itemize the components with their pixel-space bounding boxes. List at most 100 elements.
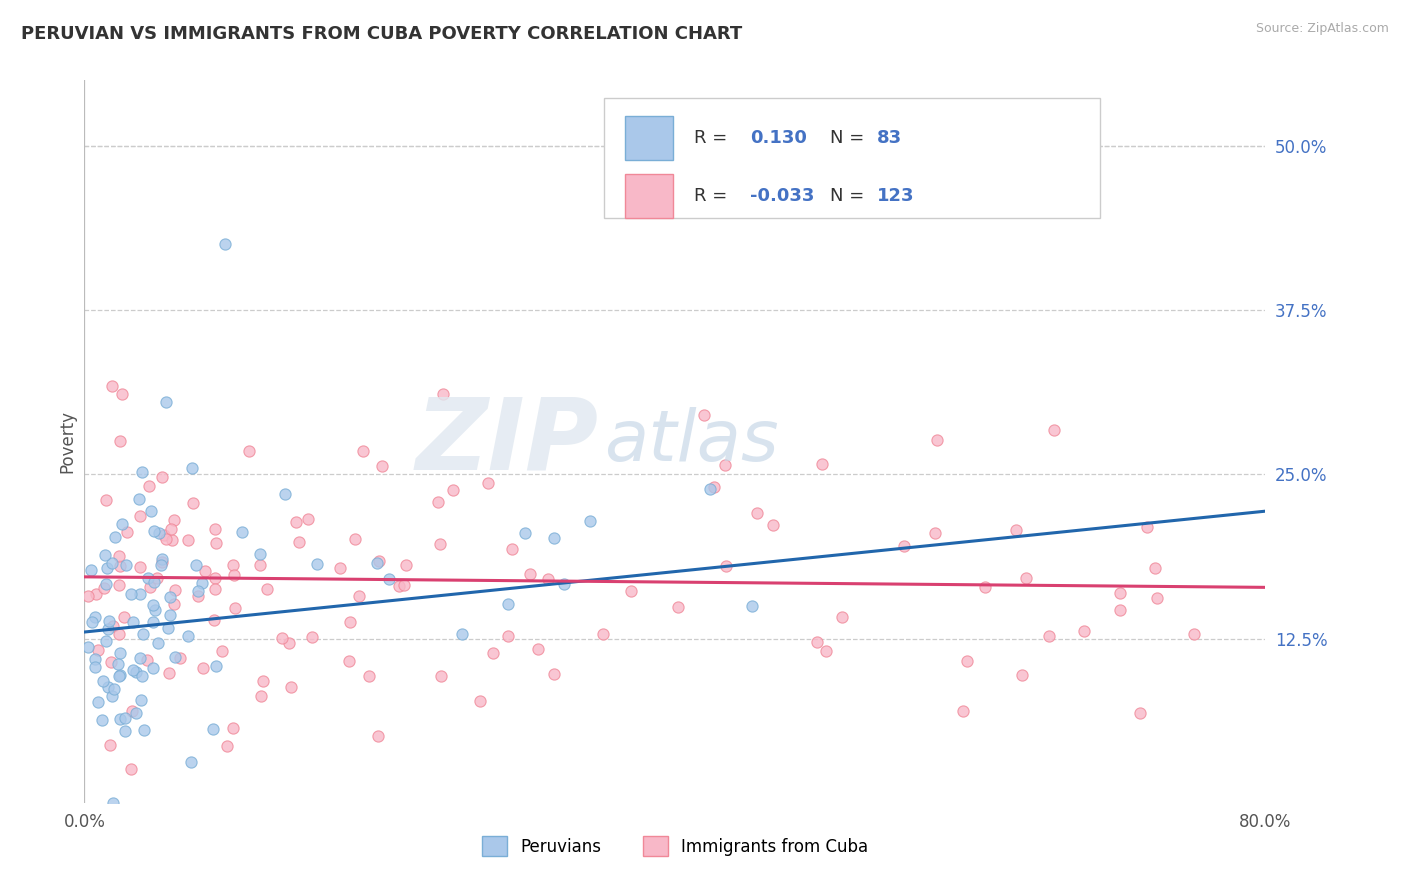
- Point: [146, 636, 169, 650]
- Point: [592, 627, 614, 641]
- Point: [806, 635, 828, 649]
- Point: [83, 659, 105, 673]
- Point: [82, 615, 104, 629]
- Point: [297, 511, 319, 525]
- Point: [973, 580, 995, 594]
- Point: [426, 495, 449, 509]
- Point: [120, 763, 142, 777]
- Point: [159, 607, 181, 622]
- Point: [87, 643, 110, 657]
- Point: [108, 668, 131, 682]
- Point: [537, 572, 560, 586]
- Point: [148, 525, 170, 540]
- Point: [274, 486, 297, 500]
- Point: [256, 582, 278, 597]
- Point: [121, 704, 143, 718]
- Point: [136, 653, 159, 667]
- Point: [176, 629, 198, 643]
- Point: [741, 599, 763, 614]
- Point: [222, 558, 245, 573]
- Point: [84, 586, 107, 600]
- Point: [169, 650, 191, 665]
- Point: [108, 434, 131, 448]
- Point: [108, 668, 131, 682]
- Point: [339, 615, 361, 629]
- Point: [115, 524, 138, 539]
- Point: [714, 458, 737, 473]
- Text: 123: 123: [877, 187, 914, 205]
- Point: [114, 724, 136, 739]
- Point: [145, 603, 167, 617]
- Point: [98, 614, 121, 628]
- Point: [142, 598, 165, 612]
- Point: [111, 386, 134, 401]
- Point: [91, 713, 114, 727]
- Point: [224, 601, 246, 615]
- Point: [371, 458, 394, 473]
- Point: [285, 516, 308, 530]
- Point: [387, 579, 409, 593]
- Point: [138, 478, 160, 492]
- Point: [155, 533, 177, 547]
- Point: [1015, 571, 1038, 585]
- Point: [120, 587, 142, 601]
- Point: [205, 659, 228, 673]
- Point: [553, 577, 575, 591]
- Point: [543, 667, 565, 681]
- Point: [77, 640, 100, 654]
- Point: [139, 503, 162, 517]
- Point: [204, 582, 226, 596]
- Point: [101, 379, 124, 393]
- Point: [180, 460, 202, 475]
- Point: [429, 537, 451, 551]
- Point: [91, 674, 114, 689]
- Point: [222, 722, 245, 736]
- Point: [156, 621, 179, 635]
- Point: [191, 576, 214, 591]
- Point: [392, 578, 415, 592]
- Point: [952, 704, 974, 718]
- Point: [202, 613, 225, 627]
- Point: [924, 525, 946, 540]
- Text: R =: R =: [693, 129, 727, 147]
- Point: [128, 508, 150, 523]
- Point: [205, 536, 228, 550]
- Point: [101, 556, 124, 570]
- Point: [129, 587, 152, 601]
- Point: [131, 465, 153, 479]
- Point: [526, 641, 548, 656]
- Point: [747, 506, 769, 520]
- Text: Source: ZipAtlas.com: Source: ZipAtlas.com: [1256, 22, 1389, 36]
- Point: [477, 476, 499, 491]
- Point: [125, 706, 148, 721]
- Point: [111, 516, 134, 531]
- Point: [250, 689, 273, 703]
- Point: [194, 564, 217, 578]
- Point: [150, 555, 173, 569]
- Point: [193, 660, 215, 674]
- Point: [1182, 627, 1205, 641]
- Point: [249, 558, 271, 573]
- Text: N =: N =: [830, 187, 863, 205]
- Point: [107, 657, 129, 671]
- Point: [77, 589, 100, 603]
- Point: [114, 711, 136, 725]
- Point: [231, 524, 253, 539]
- Point: [238, 443, 260, 458]
- Point: [1146, 591, 1168, 605]
- Point: [543, 532, 565, 546]
- Point: [1073, 624, 1095, 638]
- Point: [468, 694, 491, 708]
- Point: [108, 558, 131, 573]
- Point: [142, 615, 165, 629]
- Point: [98, 738, 121, 752]
- Point: [693, 409, 716, 423]
- Point: [1136, 520, 1159, 534]
- Point: [395, 558, 418, 572]
- Point: [177, 533, 200, 547]
- Point: [1108, 603, 1130, 617]
- Point: [224, 567, 246, 582]
- Point: [155, 395, 177, 409]
- Point: [112, 609, 135, 624]
- Point: [186, 558, 208, 572]
